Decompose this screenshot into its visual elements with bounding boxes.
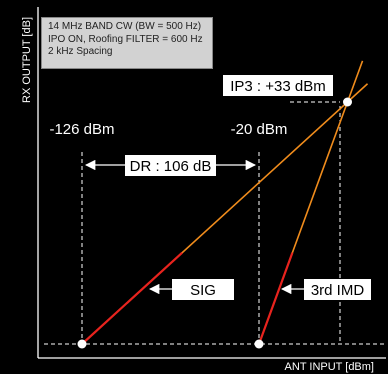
dr-label: DR : 106 dB xyxy=(130,158,212,175)
point-sig-start xyxy=(77,339,87,349)
marker-label-minus-126: -126 dBm xyxy=(49,121,114,138)
condition-line: 2 kHz Spacing xyxy=(48,46,113,57)
series-line-3rd-imd-highlight xyxy=(257,252,294,345)
imd-label-box xyxy=(304,279,371,300)
imd-series-label: 3rd IMD xyxy=(311,282,365,299)
condition-line: IPO ON, Roofing FILTER = 600 Hz xyxy=(48,33,203,45)
sig-label-box xyxy=(172,279,234,300)
point-imd-start xyxy=(254,339,264,349)
dr-label-box xyxy=(125,155,216,176)
conditions-box: 14 MHz BAND CW (BW = 500 Hz) IPO ON, Roo… xyxy=(41,17,213,69)
condition-line: 14 MHz BAND CW (BW = 500 Hz) xyxy=(48,21,202,32)
marker-label-minus-20: -20 dBm xyxy=(231,121,288,138)
ip3-label-box xyxy=(223,75,333,96)
x-axis-label: ANT INPUT [dBm] xyxy=(285,361,374,373)
point-ip3 xyxy=(343,97,352,107)
series-line-sig-highlight xyxy=(81,251,183,345)
ip3-label: IP3 : +33 dBm xyxy=(230,78,325,95)
sig-series-label: SIG xyxy=(190,282,216,299)
y-axis-label: RX OUTPUT [dB] xyxy=(21,17,33,103)
